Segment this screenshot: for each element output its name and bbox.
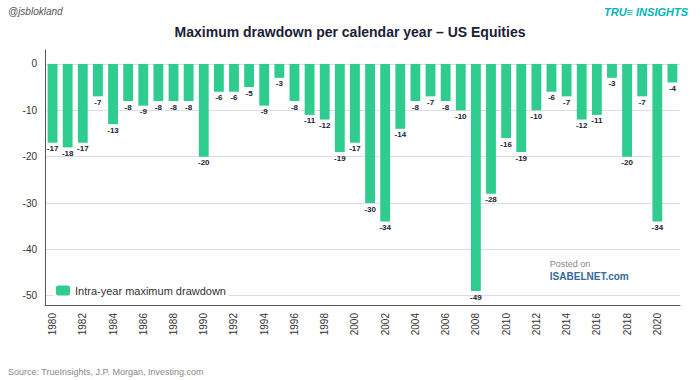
svg-text:-50: -50	[23, 290, 38, 301]
svg-text:-20: -20	[621, 158, 633, 167]
svg-text:2000: 2000	[349, 313, 360, 336]
svg-text:-8: -8	[170, 103, 178, 112]
svg-text:2010: 2010	[501, 313, 512, 336]
svg-text:-8: -8	[442, 103, 450, 112]
svg-text:-7: -7	[94, 98, 102, 107]
svg-text:-18: -18	[62, 149, 74, 158]
svg-text:-8: -8	[155, 103, 163, 112]
svg-text:-20: -20	[198, 158, 210, 167]
svg-text:-8: -8	[125, 103, 133, 112]
svg-text:ISABELNET.com: ISABELNET.com	[550, 271, 629, 282]
svg-text:2002: 2002	[380, 313, 391, 336]
svg-text:1990: 1990	[198, 313, 209, 336]
svg-text:-49: -49	[470, 293, 482, 302]
svg-text:-19: -19	[334, 154, 346, 163]
svg-text:@jsblokland: @jsblokland	[8, 6, 63, 17]
svg-text:Source: TrueInsights, J.P. Mor: Source: TrueInsights, J.P. Morgan, Inves…	[8, 367, 203, 377]
svg-text:-9: -9	[140, 107, 148, 116]
svg-text:Maximum drawdown per calendar: Maximum drawdown per calendar year – US …	[175, 24, 526, 40]
svg-text:-16: -16	[500, 140, 512, 149]
svg-text:2020: 2020	[652, 313, 663, 336]
svg-text:-12: -12	[319, 121, 331, 130]
svg-text:-3: -3	[608, 79, 616, 88]
svg-text:1984: 1984	[108, 313, 119, 336]
svg-text:-19: -19	[515, 154, 527, 163]
svg-text:1996: 1996	[289, 313, 300, 336]
svg-text:1998: 1998	[319, 313, 330, 336]
svg-text:-20: -20	[23, 151, 38, 162]
svg-text:2006: 2006	[440, 313, 451, 336]
svg-text:-40: -40	[23, 244, 38, 255]
svg-text:1982: 1982	[77, 313, 88, 336]
svg-text:-6: -6	[548, 93, 556, 102]
svg-text:-7: -7	[563, 98, 571, 107]
svg-text:2012: 2012	[531, 313, 542, 336]
svg-text:-30: -30	[23, 198, 38, 209]
svg-text:-30: -30	[364, 205, 376, 214]
svg-text:-10: -10	[455, 112, 467, 121]
svg-text:-8: -8	[185, 103, 193, 112]
svg-text:-34: -34	[652, 223, 664, 232]
svg-text:-11: -11	[304, 116, 316, 125]
svg-text:TRU≡ INSIGHTS: TRU≡ INSIGHTS	[604, 6, 689, 18]
svg-text:2014: 2014	[561, 313, 572, 336]
svg-text:-7: -7	[427, 98, 435, 107]
svg-text:-6: -6	[215, 93, 223, 102]
svg-text:-3: -3	[276, 79, 284, 88]
svg-text:-9: -9	[261, 107, 269, 116]
svg-text:-17: -17	[77, 144, 89, 153]
svg-text:1986: 1986	[138, 313, 149, 336]
svg-text:-14: -14	[395, 130, 407, 139]
svg-text:2004: 2004	[410, 313, 421, 336]
svg-text:1980: 1980	[47, 313, 58, 336]
svg-text:1994: 1994	[259, 313, 270, 336]
svg-text:-17: -17	[47, 144, 59, 153]
svg-text:0: 0	[31, 58, 37, 69]
svg-text:Intra-year maximum drawdown: Intra-year maximum drawdown	[75, 285, 226, 297]
svg-text:-12: -12	[576, 121, 588, 130]
svg-text:-17: -17	[349, 144, 361, 153]
svg-text:-7: -7	[639, 98, 647, 107]
svg-text:-11: -11	[591, 116, 603, 125]
svg-text:-28: -28	[485, 195, 497, 204]
svg-text:-4: -4	[669, 84, 677, 93]
svg-text:1992: 1992	[228, 313, 239, 336]
svg-text:-13: -13	[107, 126, 119, 135]
svg-text:1988: 1988	[168, 313, 179, 336]
svg-text:-10: -10	[23, 105, 38, 116]
svg-text:2018: 2018	[622, 313, 633, 336]
svg-text:-8: -8	[412, 103, 420, 112]
svg-text:-34: -34	[379, 223, 391, 232]
svg-text:-10: -10	[531, 112, 543, 121]
svg-text:Posted on: Posted on	[550, 259, 591, 269]
svg-text:2008: 2008	[470, 313, 481, 336]
svg-text:2016: 2016	[591, 313, 602, 336]
svg-text:-8: -8	[291, 103, 299, 112]
svg-text:-6: -6	[230, 93, 238, 102]
svg-text:-5: -5	[246, 89, 254, 98]
